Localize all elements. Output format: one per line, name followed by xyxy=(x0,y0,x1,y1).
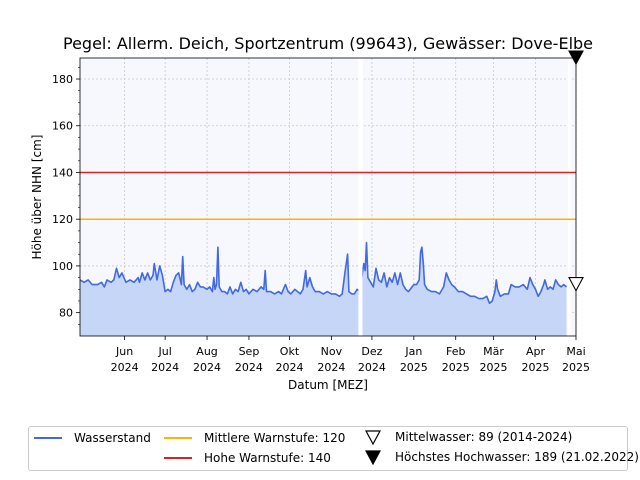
x-tick-label-month: Okt xyxy=(280,345,300,358)
x-tick-label-year: 2024 xyxy=(358,361,386,374)
legend-item-hohe-warnstufe: Hohe Warnstufe: 140 xyxy=(164,451,331,465)
filled-triangle-icon xyxy=(359,449,387,465)
legend-swatch-wasserstand xyxy=(34,437,62,439)
y-tick-label: 160 xyxy=(52,120,73,133)
data-gap xyxy=(567,58,571,336)
water-level-chart: Pegel: Allerm. Deich, Sportzentrum (9964… xyxy=(30,34,593,392)
x-tick-label-year: 2025 xyxy=(562,361,590,374)
legend-label-mittelwasser: Mittelwasser: 89 (2014-2024) xyxy=(395,430,573,444)
x-tick-label-year: 2024 xyxy=(235,361,263,374)
water-level-line xyxy=(79,241,568,305)
legend-label-hohe-warnstufe: Hohe Warnstufe: 140 xyxy=(204,451,331,465)
x-tick-label-month: Dez xyxy=(361,345,382,358)
x-tick-label-month: Aug xyxy=(196,345,217,358)
legend-item-mittelwasser: Mittelwasser: 89 (2014-2024) xyxy=(359,429,572,445)
legend-swatch-hohe-warnstufe xyxy=(164,457,192,459)
x-tick-label-month: Jun xyxy=(115,345,133,358)
x-tick-label-month: Mär xyxy=(483,345,504,358)
chart-title: Pegel: Allerm. Deich, Sportzentrum (9964… xyxy=(63,34,593,53)
legend-item-wasserstand: Wasserstand xyxy=(34,431,151,445)
legend-item-hoechstes-hochwasser: Höchstes Hochwasser: 189 (21.02.2022) xyxy=(359,449,639,465)
y-tick-label: 180 xyxy=(52,73,73,86)
mittelwasser-marker xyxy=(568,277,584,292)
y-tick-label: 140 xyxy=(52,166,73,179)
x-tick-label-year: 2024 xyxy=(275,361,303,374)
hoechstes-hochwasser-marker xyxy=(568,50,584,66)
x-tick-label-year: 2025 xyxy=(400,361,428,374)
x-tick-label-year: 2024 xyxy=(193,361,221,374)
y-tick-label: 80 xyxy=(59,307,73,320)
y-tick-label: 100 xyxy=(52,260,73,273)
y-axis-label: Höhe über NHN [cm] xyxy=(30,135,44,260)
x-tick-label-month: Sep xyxy=(239,345,260,358)
water-level-area xyxy=(80,242,567,336)
x-tick-label-month: Jan xyxy=(404,345,422,358)
legend-label-hoechstes-hochwasser: Höchstes Hochwasser: 189 (21.02.2022) xyxy=(395,450,639,464)
legend-swatch-mittlere-warnstufe xyxy=(164,437,192,439)
x-tick-label-month: Jul xyxy=(158,345,172,358)
x-tick-label-year: 2025 xyxy=(521,361,549,374)
x-tick-label-month: Mai xyxy=(566,345,585,358)
x-tick-label-month: Feb xyxy=(446,345,465,358)
plot-frame xyxy=(79,57,577,337)
x-axis-label: Datum [MEZ] xyxy=(288,378,368,392)
open-triangle-icon xyxy=(359,429,387,445)
x-tick-label-year: 2025 xyxy=(480,361,508,374)
legend-label-mittlere-warnstufe: Mittlere Warnstufe: 120 xyxy=(204,431,346,445)
x-tick-label-year: 2024 xyxy=(151,361,179,374)
x-tick-label-year: 2025 xyxy=(442,361,470,374)
x-tick-label-month: Nov xyxy=(321,345,343,358)
y-tick-label: 120 xyxy=(52,213,73,226)
legend-label-wasserstand: Wasserstand xyxy=(74,431,151,445)
x-tick-label-month: Apr xyxy=(526,345,546,358)
legend-item-mittlere-warnstufe: Mittlere Warnstufe: 120 xyxy=(164,431,345,445)
legend: Wasserstand Mittlere Warnstufe: 120 Hohe… xyxy=(28,426,639,471)
data-gap xyxy=(358,58,363,336)
x-tick-label-year: 2024 xyxy=(317,361,345,374)
plot-area: 80 100 120 140 160 180 Jun 2024 Jul 2024 Aug 2024 Se… xyxy=(52,50,590,374)
x-tick-label-year: 2024 xyxy=(111,361,139,374)
